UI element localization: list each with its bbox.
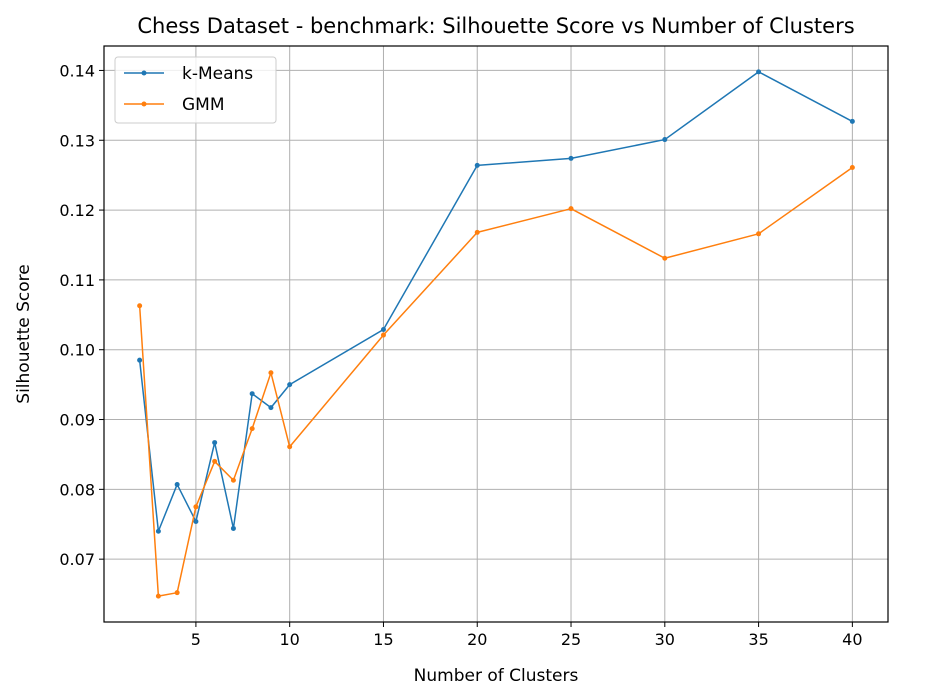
data-point-k-means: [249, 391, 255, 397]
y-tick-label: 0.12: [59, 201, 95, 220]
data-point-gmm: [137, 303, 143, 309]
axis-ticks: 5 10 15 20 25 30 35 40 0.07 0.08 0.09 0.10 0.11 0.12 0…: [59, 61, 862, 649]
chart-title: Chess Dataset - benchmark: Silhouette Sc…: [137, 14, 854, 38]
x-tick-label: 40: [842, 630, 862, 649]
grid: [104, 46, 888, 622]
plot-frame: [103, 45, 889, 623]
data-point-k-means: [756, 69, 762, 75]
data-point-k-means: [380, 326, 386, 332]
legend-label-k-means: k-Means: [182, 64, 253, 84]
legend-marker-k-means: [141, 70, 147, 76]
data-point-gmm: [193, 504, 199, 510]
x-tick-label: 10: [280, 630, 300, 649]
data-point-gmm: [756, 231, 762, 237]
data-point-k-means: [174, 481, 180, 487]
legend-label-gmm: GMM: [182, 95, 225, 115]
data-point-k-means: [230, 525, 236, 531]
y-tick-label: 0.13: [59, 131, 95, 150]
data-point-k-means: [662, 137, 668, 143]
y-tick-label: 0.07: [59, 550, 95, 569]
y-axis-label: Silhouette Score: [14, 264, 34, 403]
data-point-k-means: [155, 528, 161, 534]
data-point-gmm: [287, 444, 293, 450]
series-line-gmm: [138, 166, 853, 597]
x-tick-label: 15: [373, 630, 393, 649]
y-tick-label: 0.11: [59, 271, 95, 290]
data-point-k-means: [849, 118, 855, 124]
data-point-gmm: [568, 206, 574, 212]
data-point-gmm: [212, 458, 218, 464]
data-point-k-means: [212, 440, 218, 446]
legend: k-Means GMM: [114, 56, 277, 124]
data-point-gmm: [849, 164, 855, 170]
x-tick-label: 25: [561, 630, 581, 649]
data-point-k-means: [287, 382, 293, 388]
data-point-k-means: [568, 155, 574, 161]
data-point-k-means: [193, 518, 199, 524]
data-point-k-means: [474, 162, 480, 168]
y-tick-label: 0.10: [59, 341, 95, 360]
x-tick-label: 35: [748, 630, 768, 649]
data-point-gmm: [174, 590, 180, 596]
x-axis-label: Number of Clusters: [414, 666, 579, 686]
y-tick-label: 0.14: [59, 61, 95, 80]
data-point-gmm: [268, 370, 274, 376]
data-point-gmm: [380, 332, 386, 338]
x-tick-label: 5: [191, 630, 201, 649]
legend-marker-gmm: [141, 101, 147, 107]
x-tick-label: 30: [655, 630, 675, 649]
series-layer: [137, 69, 855, 599]
data-point-gmm: [662, 255, 668, 261]
data-point-k-means: [137, 357, 143, 363]
data-point-gmm: [474, 229, 480, 235]
data-point-k-means: [268, 405, 274, 411]
y-tick-label: 0.08: [59, 480, 95, 499]
x-tick-label: 20: [467, 630, 487, 649]
data-point-gmm: [230, 477, 236, 483]
data-point-gmm: [249, 426, 255, 432]
data-point-gmm: [155, 593, 161, 599]
y-tick-label: 0.09: [59, 411, 95, 430]
